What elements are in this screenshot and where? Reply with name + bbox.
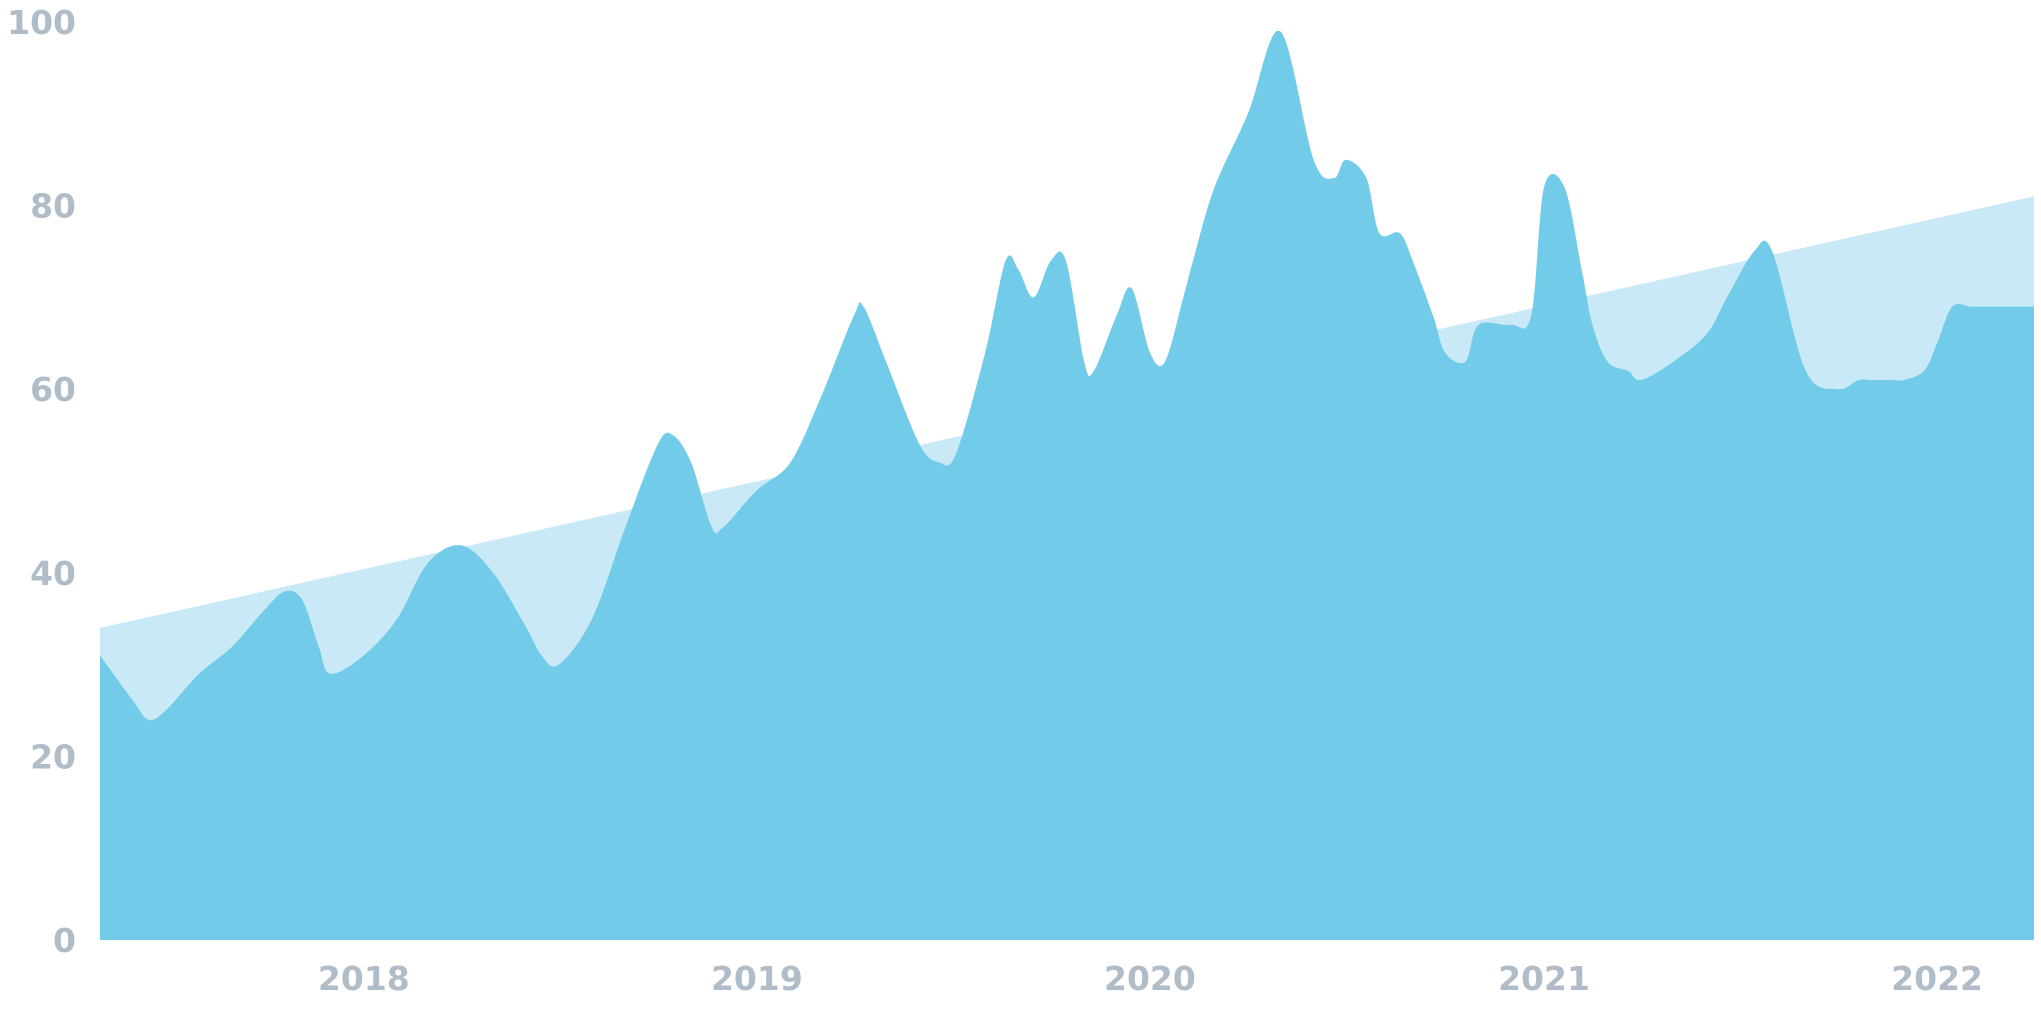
y-tick-label: 0 [53,921,76,960]
series-area [100,30,2034,941]
x-tick-label: 2022 [1891,959,1983,998]
y-tick-label: 60 [30,370,76,409]
x-axis-ticks: 2018 2019 2020 2021 2022 [318,959,1983,998]
y-axis-ticks: 0 20 40 60 80 100 [7,3,76,960]
y-tick-label: 80 [30,187,76,226]
y-tick-label: 100 [7,3,76,42]
x-tick-label: 2019 [711,959,803,998]
chart-areas [100,30,2034,941]
y-tick-label: 40 [30,554,76,593]
y-tick-label: 20 [30,737,76,776]
x-tick-label: 2020 [1104,959,1196,998]
x-tick-label: 2021 [1498,959,1590,998]
x-tick-label: 2018 [318,959,410,998]
